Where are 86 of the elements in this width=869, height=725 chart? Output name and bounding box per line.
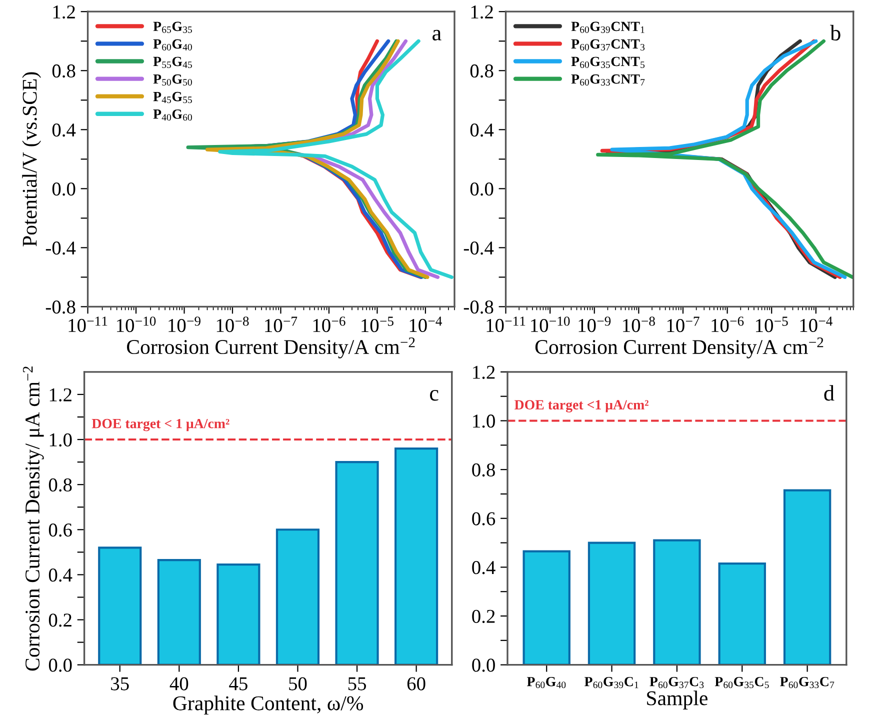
bar xyxy=(335,461,379,665)
x-tick-label: 10$^{−8}$ xyxy=(216,316,249,332)
x-tick-label: 10$^{−10}$ xyxy=(117,316,156,332)
x-axis-title: Graphite Content, ω/% xyxy=(173,696,364,715)
x-tick-label: 10$^{−6}$ xyxy=(712,316,744,332)
x-tick-label: P$_{60}$G$_{35}$C$_{5}$ xyxy=(714,676,769,688)
y-tick-label: 0.0 xyxy=(470,182,494,196)
x-tick-label: P$_{60}$G$_{40}$ xyxy=(526,676,566,688)
x-tick-label: P$_{60}$G$_{39}$C$_{1}$ xyxy=(584,676,638,688)
ref-line-label: DOE target <1 μA/cm² xyxy=(514,400,648,412)
legend-label: P$_{65}$G$_{35}$ xyxy=(153,22,192,33)
x-tick-label: 10$^{−7}$ xyxy=(265,316,298,332)
y-tick-label: 0.2 xyxy=(472,610,495,624)
x-tick-label: 35 xyxy=(111,677,129,690)
annotation: b xyxy=(830,24,840,41)
y-tick-label: 0.4 xyxy=(48,568,72,582)
y-tick-label: -0.8 xyxy=(46,300,76,314)
bar xyxy=(588,542,636,665)
y-tick-label: 0.4 xyxy=(470,123,494,137)
y-tick-label: 1.2 xyxy=(53,5,75,19)
legend-label: P$_{45}$G$_{55}$ xyxy=(153,92,192,104)
legend-label: P$_{60}$G$_{35}$CNT$_{5}$ xyxy=(571,56,645,68)
annotation: a xyxy=(432,30,442,41)
x-tick-label: 55 xyxy=(348,677,366,690)
y-tick-label: -0.8 xyxy=(464,300,494,314)
y-tick-label: 0.8 xyxy=(472,463,495,477)
bar xyxy=(783,489,832,665)
x-tick-label: 60 xyxy=(407,677,426,690)
y-tick-label: 0.0 xyxy=(472,658,495,672)
y-tick-label: 0.4 xyxy=(52,123,76,137)
y-tick-label: 0.8 xyxy=(52,64,76,78)
x-axis-title: Corrosion Current Density/A cm$^{−2}$ xyxy=(535,338,824,358)
x-tick-label: 10$^{−4}$ xyxy=(410,316,442,332)
legend-label: P$_{60}$G$_{39}$CNT$_{1}$ xyxy=(571,22,644,33)
annotation: c xyxy=(430,390,438,401)
legend-label: P$_{60}$G$_{33}$CNT$_{7}$ xyxy=(571,74,645,86)
bar xyxy=(718,562,766,665)
y-tick-label: 0.0 xyxy=(48,658,72,672)
y-tick-label: 0.0 xyxy=(52,182,76,196)
x-axis-title: Corrosion Current Density/A cm$^{−2}$ xyxy=(126,338,415,358)
y-tick-label: 1.0 xyxy=(50,433,72,447)
bar xyxy=(216,564,260,665)
x-tick-label: 40 xyxy=(170,677,188,690)
y-tick-label: 0.6 xyxy=(472,512,496,526)
x-tick-label: 10$^{−11}$ xyxy=(486,316,526,332)
x-tick-label: P$_{60}$G$_{37}$C$_{3}$ xyxy=(650,676,704,688)
x-tick-label: 10$^{−6}$ xyxy=(313,316,346,332)
x-tick-label: 10$^{−8}$ xyxy=(623,316,655,332)
y-tick-label: 0.6 xyxy=(48,523,72,537)
x-tick-label: 10$^{−9}$ xyxy=(168,316,200,332)
y-tick-label: -0.4 xyxy=(464,241,494,255)
y-tick-label: 0.8 xyxy=(48,478,72,492)
legend-label: P$_{55}$G$_{45}$ xyxy=(153,56,192,68)
y-tick-label: 1.2 xyxy=(50,388,72,402)
ref-line-label: DOE target < 1 μA/cm² xyxy=(92,418,230,432)
annotation: d xyxy=(824,385,834,401)
bar xyxy=(98,546,142,665)
y-tick-label: -0.4 xyxy=(46,241,76,255)
x-tick-label: 45 xyxy=(229,677,248,690)
x-tick-label: P$_{60}$G$_{33}$C$_{7}$ xyxy=(780,676,834,688)
legend-label: P$_{60}$G$_{37}$CNT$_{3}$ xyxy=(571,39,645,50)
x-tick-label: 10$^{−5}$ xyxy=(756,316,788,332)
y-tick-label: 1.0 xyxy=(473,414,495,428)
y-tick-label: 0.8 xyxy=(470,64,494,78)
x-axis-title: Sample xyxy=(647,690,708,710)
y-axis-title: Potential/V (vs.SCE) xyxy=(22,72,42,246)
legend-label: P$_{40}$G$_{60}$ xyxy=(153,109,192,121)
legend-label: P$_{50}$G$_{50}$ xyxy=(153,74,192,86)
x-tick-label: 10$^{−5}$ xyxy=(362,316,394,332)
bar xyxy=(394,447,438,665)
legend-label: P$_{60}$G$_{40}$ xyxy=(153,39,192,50)
y-tick-label: 1.2 xyxy=(473,366,495,379)
bar xyxy=(653,539,701,665)
x-tick-label: 10$^{−9}$ xyxy=(578,316,611,332)
y-tick-label: 0.2 xyxy=(48,614,72,627)
x-tick-label: 10$^{−7}$ xyxy=(667,316,700,332)
bar xyxy=(157,559,201,665)
x-tick-label: 10$^{−11}$ xyxy=(68,316,108,332)
y-tick-label: 1.2 xyxy=(471,5,493,19)
bar xyxy=(522,550,570,665)
bar xyxy=(276,528,320,665)
y-tick-label: 0.4 xyxy=(472,561,496,574)
y-axis-title: Corrosion Current Density/ μA cm$^{−2}$ xyxy=(22,366,44,671)
x-tick-label: 50 xyxy=(289,677,307,690)
x-tick-label: 10$^{−10}$ xyxy=(531,316,570,332)
x-tick-label: 10$^{−4}$ xyxy=(800,316,832,332)
